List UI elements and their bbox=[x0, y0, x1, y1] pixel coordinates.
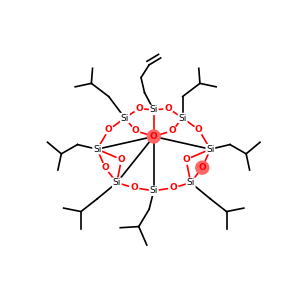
Text: O: O bbox=[118, 155, 125, 164]
Text: Si: Si bbox=[112, 178, 121, 187]
Circle shape bbox=[168, 126, 177, 135]
Text: Si: Si bbox=[187, 178, 195, 187]
Text: Si: Si bbox=[150, 186, 158, 195]
Text: O: O bbox=[135, 104, 143, 113]
Circle shape bbox=[104, 125, 113, 134]
Text: Si: Si bbox=[121, 113, 129, 122]
Circle shape bbox=[169, 183, 178, 192]
Circle shape bbox=[147, 130, 160, 143]
Circle shape bbox=[164, 104, 173, 113]
Circle shape bbox=[134, 104, 144, 113]
Text: O: O bbox=[169, 183, 177, 192]
Text: O: O bbox=[195, 125, 203, 134]
Circle shape bbox=[130, 126, 140, 135]
Text: Si: Si bbox=[178, 113, 187, 122]
Text: O: O bbox=[150, 132, 158, 141]
Text: Si: Si bbox=[93, 145, 101, 154]
Circle shape bbox=[182, 155, 191, 164]
Text: O: O bbox=[198, 163, 206, 172]
Text: Si: Si bbox=[150, 105, 158, 114]
Text: O: O bbox=[165, 104, 172, 113]
Circle shape bbox=[196, 161, 209, 174]
Circle shape bbox=[117, 155, 126, 164]
Circle shape bbox=[100, 163, 110, 172]
Text: Si: Si bbox=[206, 145, 214, 154]
Text: O: O bbox=[105, 125, 112, 134]
Text: O: O bbox=[101, 163, 109, 172]
Text: O: O bbox=[131, 126, 139, 135]
Circle shape bbox=[130, 183, 139, 192]
Text: O: O bbox=[130, 183, 138, 192]
Text: O: O bbox=[182, 155, 190, 164]
Circle shape bbox=[194, 125, 203, 134]
Text: O: O bbox=[168, 126, 176, 135]
